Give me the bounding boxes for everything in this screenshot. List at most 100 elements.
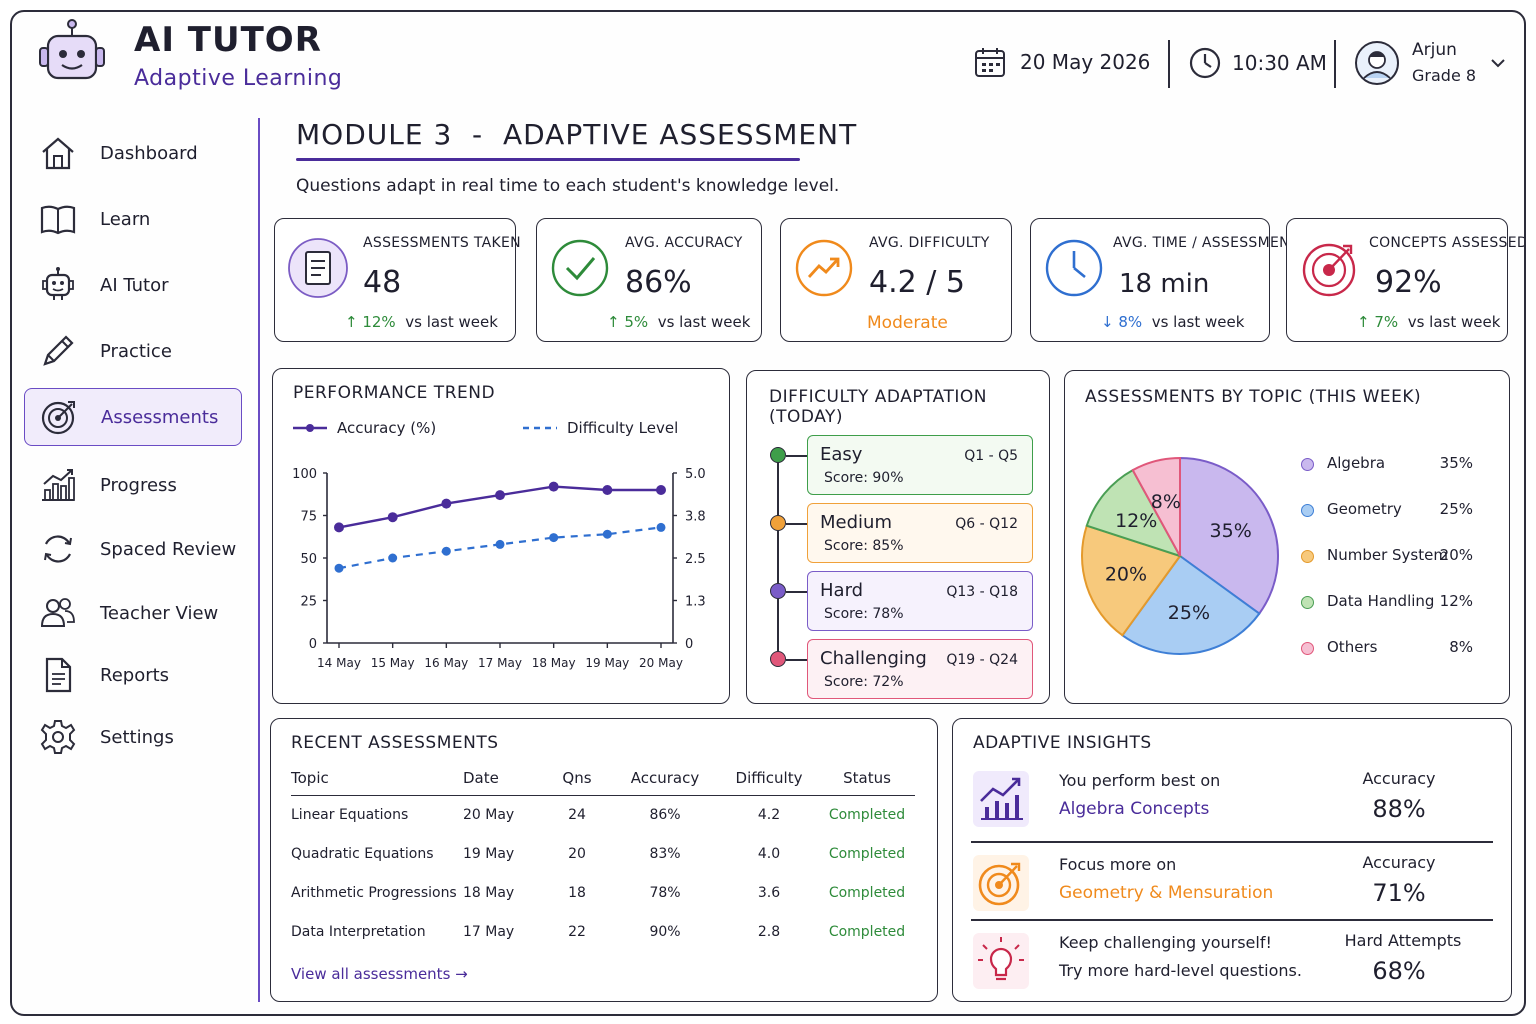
level-score: Score: 85% xyxy=(824,538,904,554)
legend-swatch xyxy=(1301,596,1314,609)
legend-line-solid xyxy=(293,424,327,432)
legend-item: Others 8% xyxy=(1301,637,1473,661)
insight-metric-label: Accuracy xyxy=(1362,853,1436,872)
legend-label: Others xyxy=(1327,638,1378,656)
x-tick-label: 17 May xyxy=(478,656,522,670)
column-header: Difficulty xyxy=(719,763,819,796)
level-range: Q13 - Q18 xyxy=(946,584,1018,600)
level-name: Medium xyxy=(820,512,892,533)
sidebar: Dashboard Learn AI Tutor Practice Assess… xyxy=(12,112,262,1012)
sidebar-item-label: Learn xyxy=(100,208,151,230)
performance-trend-card: PERFORMANCE TREND Accuracy (%) Difficult… xyxy=(272,368,730,704)
y-tick-label-left: 50 xyxy=(300,552,317,567)
level-connector xyxy=(786,591,807,593)
cell-date: 18 May xyxy=(463,885,515,901)
x-tick-label: 14 May xyxy=(317,656,361,670)
data-point-accuracy xyxy=(656,485,666,495)
user-menu[interactable]: Arjun Grade 8 xyxy=(1354,38,1514,92)
pie-slice-label: 20% xyxy=(1105,564,1147,586)
document-icon xyxy=(38,655,78,695)
table-row[interactable]: Quadratic Equations 19 May 20 83% 4.0 Complet… xyxy=(291,835,915,874)
data-point-accuracy xyxy=(334,522,344,533)
insight-row: You perform best on Algebra Concepts Acc… xyxy=(971,761,1493,837)
insight-metric-label: Accuracy xyxy=(1362,769,1436,788)
cell-qns: 22 xyxy=(568,924,586,940)
sidebar-item-label: Progress xyxy=(100,474,177,496)
data-point-difficulty xyxy=(334,563,344,573)
legend-item: Algebra 35% xyxy=(1301,453,1473,477)
table-row[interactable]: Data Interpretation 17 May 22 90% 2.8 Complet… xyxy=(291,913,915,952)
sidebar-item-ai-tutor[interactable]: AI Tutor xyxy=(24,256,242,314)
stat-delta-suffix: vs last week xyxy=(405,313,498,331)
column-header: Qns xyxy=(543,763,611,796)
user-name: Arjun xyxy=(1412,40,1457,60)
difficulty-timeline xyxy=(777,447,779,657)
sidebar-item-reports[interactable]: Reports xyxy=(24,646,242,704)
app-subtitle: Adaptive Learning xyxy=(134,66,343,91)
stat-delta: ↑ 12% vs last week xyxy=(345,313,498,331)
stat-value: 18 min xyxy=(1119,269,1210,299)
performance-heading: PERFORMANCE TREND xyxy=(293,383,496,403)
data-point-difficulty xyxy=(602,529,612,539)
sidebar-item-assessments[interactable]: Assessments xyxy=(24,388,242,446)
table-row[interactable]: Arithmetic Progressions 18 May 18 78% 3.6 Com… xyxy=(291,874,915,913)
cell-qns: 20 xyxy=(568,846,586,862)
difficulty-heading: DIFFICULTY ADAPTATION (TODAY) xyxy=(769,387,987,427)
bar-chart-icon xyxy=(38,465,78,505)
sidebar-item-learn[interactable]: Learn xyxy=(24,190,242,248)
level-score: Score: 90% xyxy=(824,470,904,486)
page-title-underline xyxy=(296,158,800,161)
avatar xyxy=(1355,41,1399,85)
target-icon xyxy=(973,855,1029,911)
column-header: Topic xyxy=(291,763,463,796)
insight-line1: Keep challenging yourself! xyxy=(1059,933,1272,952)
level-name: Challenging xyxy=(820,648,927,669)
sidebar-divider xyxy=(258,118,260,1002)
divider xyxy=(971,841,1493,843)
stat-delta-suffix: vs last week xyxy=(657,313,751,331)
time-display: 10:30 AM xyxy=(1188,46,1327,80)
insights-heading: ADAPTIVE INSIGHTS xyxy=(973,733,1152,753)
level-dot xyxy=(770,651,786,667)
sidebar-item-practice[interactable]: Practice xyxy=(24,322,242,380)
book-icon xyxy=(38,199,78,239)
stat-delta-suffix: vs last week xyxy=(1407,313,1501,331)
sidebar-item-dashboard[interactable]: Dashboard xyxy=(24,124,242,182)
sidebar-item-teacher-view[interactable]: Teacher View xyxy=(24,584,242,642)
view-all-link[interactable]: View all assessments → xyxy=(291,965,468,983)
sidebar-item-progress[interactable]: Progress xyxy=(24,456,242,514)
pie-slice-label: 12% xyxy=(1115,510,1157,532)
data-point-accuracy xyxy=(387,512,398,523)
level-connector xyxy=(786,659,807,661)
stat-card-avg-accuracy: AVG. ACCURACY 86% ↑ 5% vs last week xyxy=(536,218,762,342)
stat-delta-suffix: vs last week xyxy=(1151,313,1245,331)
legend-swatch xyxy=(1301,550,1314,563)
stat-label: AVG. ACCURACY xyxy=(625,235,743,251)
cell-difficulty: 4.2 xyxy=(757,807,781,824)
column-header: Date xyxy=(463,763,543,796)
legend-label: Data Handling xyxy=(1327,592,1435,610)
insight-metric-label: Hard Attempts xyxy=(1344,931,1462,950)
sidebar-item-settings[interactable]: Settings xyxy=(24,708,242,766)
data-point-difficulty xyxy=(441,546,451,556)
sidebar-item-label: Dashboard xyxy=(100,142,198,164)
pie-slice-algebra xyxy=(1179,456,1279,616)
stat-label: ASSESSMENTS TAKEN xyxy=(363,235,521,251)
legend-value: 25% xyxy=(1439,500,1473,518)
level-connector xyxy=(786,455,807,457)
table-row[interactable]: Linear Equations 20 May 24 86% 4.2 Completed xyxy=(291,796,915,835)
legend-value: 35% xyxy=(1439,454,1473,472)
y-tick-label-left: 75 xyxy=(300,510,317,525)
insight-line1: You perform best on xyxy=(1059,771,1221,790)
chevron-down-icon[interactable] xyxy=(1490,58,1506,68)
x-tick-label: 18 May xyxy=(532,656,576,670)
table-header-row: Topic Date Qns Accuracy Difficulty Statu… xyxy=(291,763,915,796)
x-tick-label: 16 May xyxy=(424,656,468,670)
legend-difficulty: Difficulty Level xyxy=(523,419,678,437)
x-tick-label: 19 May xyxy=(585,656,629,670)
sidebar-item-spaced-review[interactable]: Spaced Review xyxy=(24,520,242,578)
insight-line2: Algebra Concepts xyxy=(1059,799,1210,819)
app-title: AI TUTOR xyxy=(134,20,322,60)
stat-card-avg-difficulty: AVG. DIFFICULTY 4.2 / 5 Moderate xyxy=(780,218,1012,342)
